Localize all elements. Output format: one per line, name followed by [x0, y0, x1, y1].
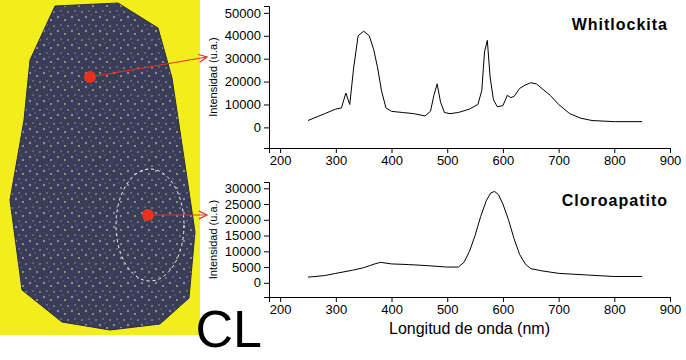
annotation: CL: [196, 300, 262, 358]
x-axis: 200 300 400 500 600 700 800 900: [270, 148, 682, 168]
tick-label: 10000: [225, 244, 261, 259]
y-axis-title: Intensidad (u.a.): [207, 200, 219, 280]
tick: 700: [548, 148, 570, 168]
tick: 0: [254, 275, 269, 290]
tick-mark: [264, 82, 269, 83]
tick-mark: [264, 127, 269, 128]
photo-background: [0, 0, 200, 335]
spectrum-chart: 2003004005006007008009000500010000150002…: [196, 181, 682, 358]
chart-title: Cloroapatito: [562, 192, 668, 209]
plot-area: [308, 31, 642, 121]
tick-label: 0: [254, 275, 261, 290]
spectrum-line: [308, 31, 642, 121]
tick-label: 500: [437, 153, 459, 168]
pointer-head: [199, 211, 207, 219]
tick: 900: [660, 297, 682, 317]
tick-label: 300: [325, 302, 347, 317]
tick-mark: [264, 220, 269, 221]
tick-label: 800: [604, 302, 626, 317]
tick-label: 0: [254, 120, 261, 135]
axis-line: [264, 183, 270, 298]
tick: 700: [548, 297, 570, 317]
tick: 200: [270, 297, 292, 317]
tick-mark: [264, 36, 269, 37]
tick: 400: [381, 297, 403, 317]
tick: 900: [660, 148, 682, 168]
tick: 0: [254, 120, 269, 135]
tick: 15000: [225, 228, 269, 243]
figure: 2003004005006007008009000100002000030000…: [0, 0, 686, 360]
tick: 20000: [225, 212, 269, 227]
tick-mark: [264, 104, 269, 105]
tick: 300: [325, 297, 347, 317]
tick-label: 900: [660, 302, 682, 317]
tick-label: 600: [493, 302, 515, 317]
tick: 500: [437, 148, 459, 168]
pointer-line: [148, 214, 207, 215]
tick-label: 30000: [225, 181, 261, 196]
tick-label: 700: [548, 302, 570, 317]
tick: 600: [493, 148, 515, 168]
region-outline: [116, 169, 184, 281]
tick-mark: [264, 59, 269, 60]
tick-mark: [264, 188, 269, 189]
tick: 5000: [232, 260, 269, 275]
tick: 20000: [225, 74, 269, 89]
tick-label: 200: [270, 153, 292, 168]
tick-label: 20000: [225, 74, 261, 89]
tick-mark: [264, 251, 269, 252]
tick-label: 15000: [225, 228, 261, 243]
tick-label: 40000: [225, 28, 261, 43]
x-axis: 200 300 400 500 600 700 800 900: [270, 297, 682, 317]
y-axis: 0 10000 20000 30000 40000 50000: [225, 6, 270, 149]
tick: 30000: [225, 51, 269, 66]
tick-label: 20000: [225, 212, 261, 227]
y-axis: 050001000015000200002500030000: [225, 181, 270, 298]
tick-label: 800: [604, 153, 626, 168]
tick-label: 600: [493, 153, 515, 168]
tick-label: 30000: [225, 51, 261, 66]
axis-line: [264, 7, 270, 149]
tick: 40000: [225, 28, 269, 43]
tick: 10000: [225, 244, 269, 259]
tick-label: 50000: [225, 6, 261, 21]
tick-mark: [264, 267, 269, 268]
tick-mark: [264, 13, 269, 14]
tick-label: 400: [381, 153, 403, 168]
tick-label: 10000: [225, 97, 261, 112]
tick: 300: [325, 148, 347, 168]
tick-label: 25000: [225, 197, 261, 212]
pointer-line: [90, 57, 207, 77]
tick: 30000: [225, 181, 269, 196]
tick: 600: [493, 297, 515, 317]
tick-label: 200: [270, 302, 292, 317]
tick-label: 300: [325, 153, 347, 168]
tick-label: 700: [548, 153, 570, 168]
tick: 400: [381, 148, 403, 168]
tick-mark: [264, 236, 269, 237]
spectrum-chart: 200 300 400 500 600 700 800 900 0 10000 20000 30000…: [207, 6, 681, 169]
sample-photo: [0, 0, 207, 335]
y-axis-title: Intensidad (u.a.): [207, 37, 219, 117]
tick-mark: [264, 283, 269, 284]
pointer: [84, 55, 207, 83]
tick: 50000: [225, 6, 269, 21]
tick: 200: [270, 148, 292, 168]
pointer-head: [198, 55, 207, 63]
tick-label: 900: [660, 153, 682, 168]
tick: 10000: [225, 97, 269, 112]
tick-label: 5000: [232, 260, 261, 275]
pointer: [142, 209, 207, 221]
tick: 25000: [225, 197, 269, 212]
chart-title: Whitlockita: [572, 16, 668, 33]
tick: 800: [604, 148, 626, 168]
rock: [10, 3, 195, 330]
x-axis-title: Longitud de onda (nm): [389, 320, 550, 337]
tick-mark: [264, 204, 269, 205]
tick-label: 500: [437, 302, 459, 317]
tick: 500: [437, 297, 459, 317]
tick-label: 400: [381, 302, 403, 317]
tick: 800: [604, 297, 626, 317]
